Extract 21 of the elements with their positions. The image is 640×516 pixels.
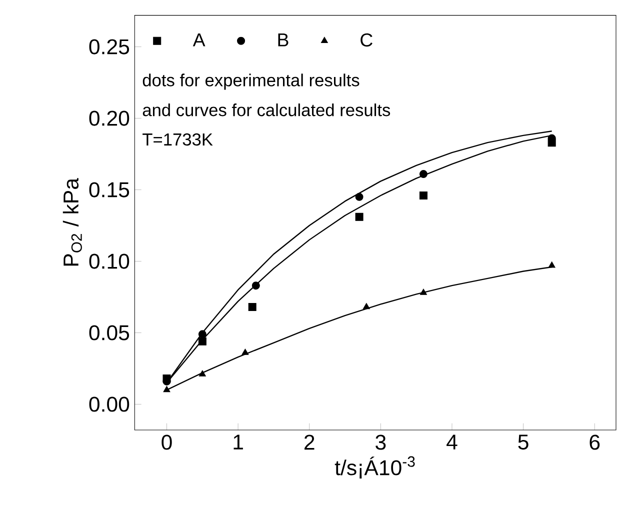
annotation: and curves for calculated results — [142, 103, 390, 116]
y-tick-label: 0.00 — [89, 396, 130, 412]
y-tick-label: 0.05 — [89, 325, 130, 340]
y-tick-label: 0.20 — [89, 110, 130, 126]
x-tick-label: 6 — [590, 434, 600, 450]
x-tick-label: 0 — [162, 434, 172, 450]
x-tick-label: 3 — [376, 434, 386, 450]
y-axis-title: P$_{O2}$ / kPa — [62, 178, 82, 266]
legend-label: A — [192, 33, 206, 46]
x-axis-title: t/s¡Á10$^{-3}$ — [334, 456, 415, 478]
annotation: dots for experimental results — [142, 74, 360, 90]
x-tick-label: 5 — [518, 434, 528, 450]
x-tick-label: 4 — [446, 434, 458, 450]
x-tick-label: 2 — [304, 434, 314, 450]
annotation: T=1733K — [142, 133, 213, 146]
y-tick-label: 0.25 — [89, 39, 130, 54]
legend-label: B — [278, 33, 288, 46]
y-tick-label: 0.15 — [89, 182, 130, 198]
y-tick-label: 0.10 — [89, 254, 130, 269]
legend-label: C — [360, 33, 372, 47]
x-tick-label: 1 — [234, 434, 243, 450]
